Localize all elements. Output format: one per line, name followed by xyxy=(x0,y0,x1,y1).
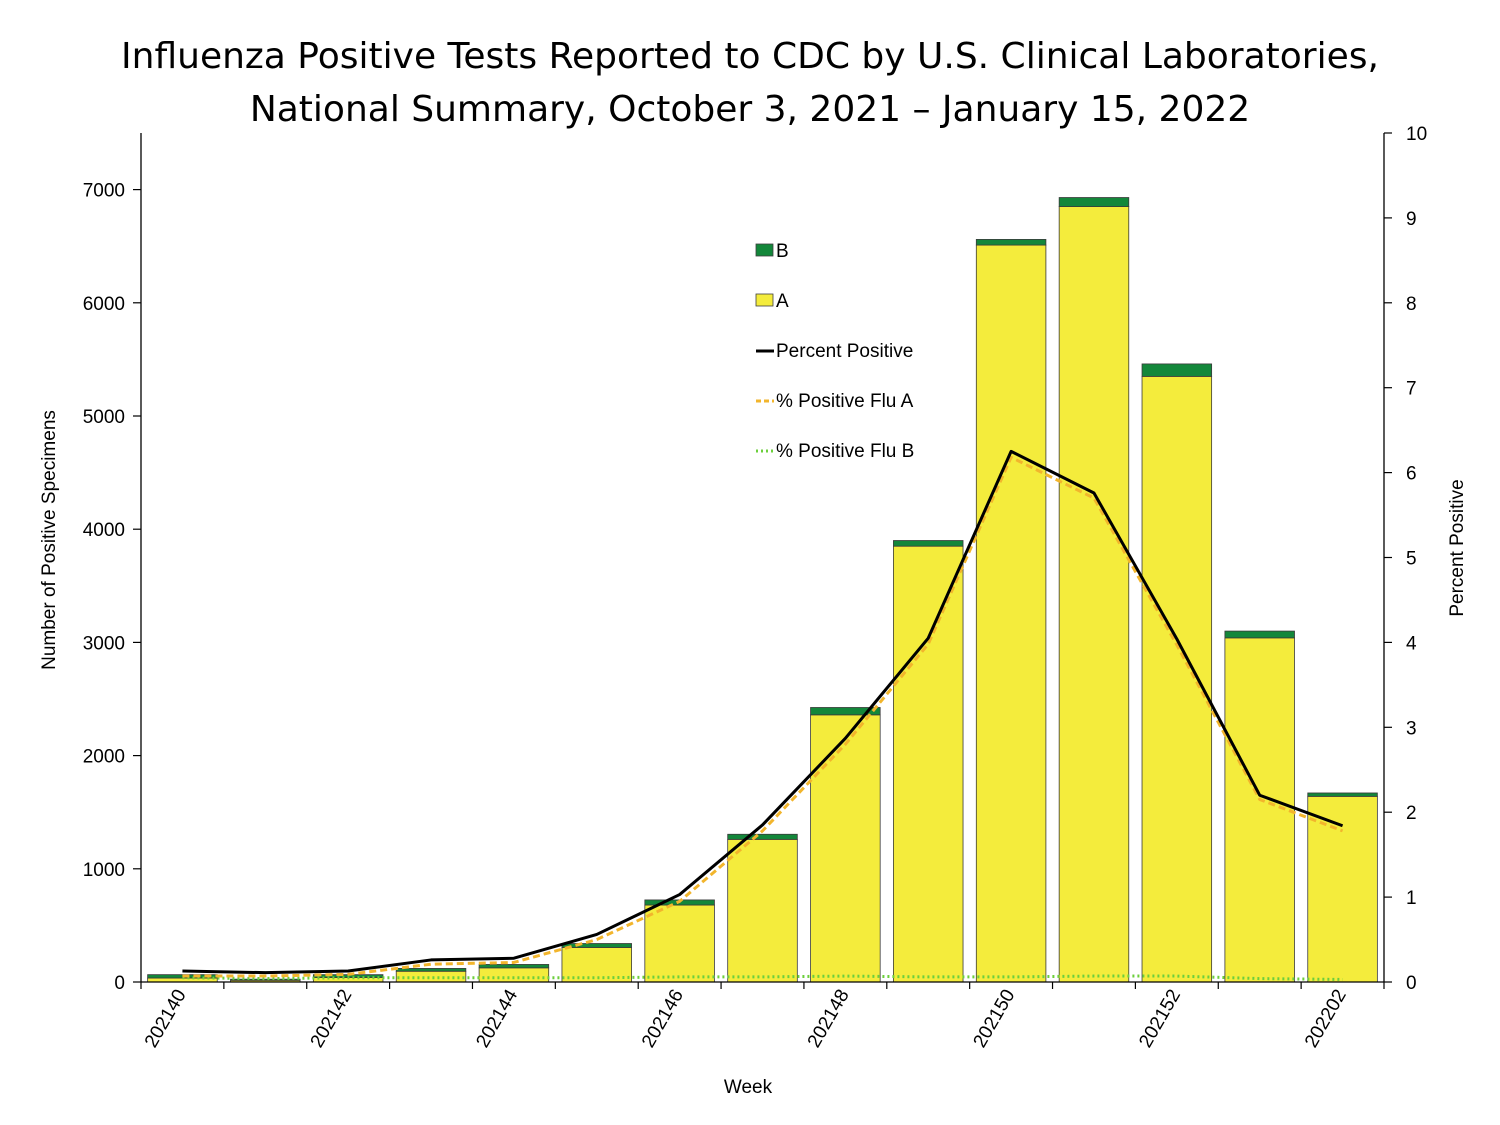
lines-layer xyxy=(182,449,1344,981)
y-tick-label-1000: 1000 xyxy=(83,860,125,881)
y-tick-label-2000: 2000 xyxy=(83,747,125,768)
bar-a-202201 xyxy=(1224,637,1295,983)
y2-tick-label-6: 6 xyxy=(1406,464,1417,485)
bar-a-202148 xyxy=(810,714,881,983)
bar-b-202143 xyxy=(395,968,467,972)
y2-tick-label-7: 7 xyxy=(1406,379,1417,400)
line-percent-positive-flu-a xyxy=(182,455,1344,978)
y-tick-label-0: 0 xyxy=(114,973,125,994)
y-tick-label-3000: 3000 xyxy=(83,633,125,654)
bar-b-202145 xyxy=(561,943,632,948)
y2-tick-label-10: 10 xyxy=(1406,124,1427,145)
bar-a-202144 xyxy=(478,967,550,983)
y-tick-label-5000: 5000 xyxy=(83,407,125,428)
x-tick-label-202146: 202146 xyxy=(638,986,688,1051)
bar-a-202143 xyxy=(395,970,467,983)
legend-swatch-b xyxy=(755,243,774,257)
chart-title-line2: National Summary, October 3, 2021 – Janu… xyxy=(250,89,1250,130)
legend-label-percent-positive: Percent Positive xyxy=(776,341,913,362)
bars-layer xyxy=(147,197,1378,983)
legend-label-flu-b: % Positive Flu B xyxy=(776,441,914,462)
y2-tick-label-4: 4 xyxy=(1406,633,1417,654)
y2-tick-label-1: 1 xyxy=(1406,888,1417,909)
x-tick-label-202202: 202202 xyxy=(1301,986,1351,1051)
x-tick-label-202150: 202150 xyxy=(970,986,1020,1051)
y2-tick-label-0: 0 xyxy=(1406,973,1417,994)
y-tick-label-4000: 4000 xyxy=(83,520,125,541)
x-axis-title: Week xyxy=(724,1077,773,1098)
bar-a-202146 xyxy=(644,904,715,983)
y2-tick-label-5: 5 xyxy=(1406,549,1417,570)
bar-b-202150 xyxy=(975,239,1047,246)
y2-tick-label-3: 3 xyxy=(1406,718,1417,739)
bar-a-202147 xyxy=(727,838,798,983)
bar-a-202150 xyxy=(975,244,1047,983)
chart-title-line1: Influenza Positive Tests Reported to CDC… xyxy=(121,36,1379,77)
bar-a-202145 xyxy=(561,947,632,983)
y-tick-label-6000: 6000 xyxy=(83,294,125,315)
bar-a-202149 xyxy=(893,545,964,983)
bar-b-202149 xyxy=(893,540,964,547)
y-tick-label-7000: 7000 xyxy=(83,181,125,202)
line-percent-positive xyxy=(182,449,1344,975)
bar-b-202201 xyxy=(1224,630,1295,639)
bar-b-202152 xyxy=(1141,363,1213,377)
line-percent-positive-flu-b xyxy=(182,974,1343,981)
x-tick-label-202140: 202140 xyxy=(141,986,191,1051)
bar-b-202141 xyxy=(230,978,301,981)
y2-tick-label-2: 2 xyxy=(1406,803,1417,824)
legend-label-b: B xyxy=(776,241,789,262)
bar-b-202144 xyxy=(478,964,550,969)
bar-a-202202 xyxy=(1307,795,1378,983)
bar-a-202151 xyxy=(1058,206,1130,983)
bar-b-202202 xyxy=(1307,792,1378,797)
legend-swatch-a xyxy=(755,293,774,307)
y2-tick-label-9: 9 xyxy=(1406,209,1417,230)
x-tick-label-202152: 202152 xyxy=(1135,986,1185,1051)
y-axis-title: Number of Positive Specimens xyxy=(39,410,60,670)
bar-b-202151 xyxy=(1058,197,1130,207)
bar-b-202147 xyxy=(727,833,798,840)
y2-axis-title: Percent Positive xyxy=(1447,479,1468,616)
bar-b-202148 xyxy=(810,707,881,716)
legend-label-flu-a: % Positive Flu A xyxy=(776,391,914,412)
bar-a-202152 xyxy=(1141,375,1213,983)
legend: B A Percent Positive % Positive Flu A % … xyxy=(755,241,914,462)
y2-tick-label-8: 8 xyxy=(1406,294,1417,315)
legend-label-a: A xyxy=(776,291,789,312)
x-tick-label-202148: 202148 xyxy=(804,986,854,1051)
x-tick-label-202142: 202142 xyxy=(307,986,357,1051)
x-tick-label-202144: 202144 xyxy=(472,986,522,1052)
